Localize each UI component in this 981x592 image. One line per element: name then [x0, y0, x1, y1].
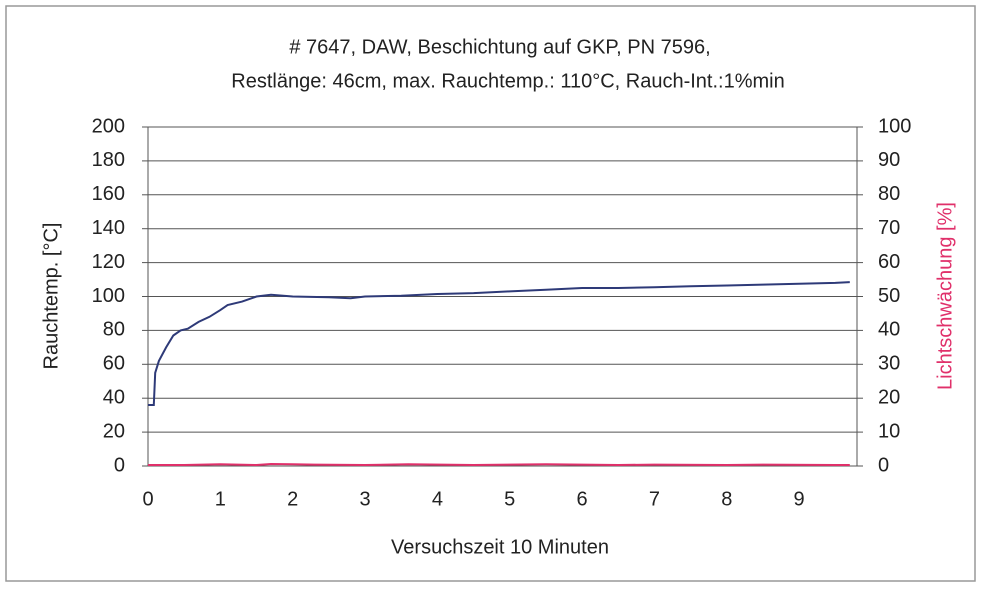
y2-axis-label: Lichtschwächung [%]	[934, 202, 956, 390]
x-axis-label: Versuchszeit 10 Minuten	[391, 536, 609, 558]
x-tick-label: 0	[142, 488, 153, 510]
y-tick-label: 180	[92, 149, 125, 171]
x-tick-label: 2	[287, 488, 298, 510]
y-tick-label: 80	[103, 319, 125, 341]
y-tick-label: 120	[92, 251, 125, 273]
y2-tick-label: 90	[878, 149, 900, 171]
y2-tick-label: 40	[878, 319, 900, 341]
chart-frame	[5, 5, 976, 582]
y-axis-label: Rauchtemp. [°C]	[40, 223, 62, 370]
x-tick-label: 5	[504, 488, 515, 510]
y-tick-label: 40	[103, 386, 125, 408]
y-tick-label: 0	[114, 454, 125, 476]
y2-tick-label: 80	[878, 183, 900, 205]
series-line	[148, 281, 850, 406]
y2-tick-label: 70	[878, 217, 900, 239]
y2-tick-label: 60	[878, 251, 900, 273]
y2-tick-label: 20	[878, 386, 900, 408]
y-tick-label: 200	[92, 115, 125, 137]
y2-tick-label: 10	[878, 420, 900, 442]
y2-tick-label: 0	[878, 454, 889, 476]
y2-tick-label: 50	[878, 285, 900, 307]
series-line	[148, 462, 850, 467]
chart-title: Restlänge: 46cm, max. Rauchtemp.: 110°C,…	[231, 70, 784, 92]
x-tick-label: 9	[794, 488, 805, 510]
x-tick-label: 7	[649, 488, 660, 510]
y2-tick-label: 100	[878, 115, 911, 137]
y2-tick-label: 30	[878, 353, 900, 375]
x-tick-label: 3	[359, 488, 370, 510]
x-tick-label: 8	[721, 488, 732, 510]
x-tick-label: 6	[577, 488, 588, 510]
chart-title: # 7647, DAW, Beschichtung auf GKP, PN 75…	[289, 36, 710, 58]
y-tick-label: 100	[92, 285, 125, 307]
y-tick-label: 60	[103, 353, 125, 375]
x-tick-label: 1	[215, 488, 226, 510]
y-tick-label: 140	[92, 217, 125, 239]
x-tick-label: 4	[432, 488, 443, 510]
y-tick-label: 20	[103, 420, 125, 442]
y-tick-label: 160	[92, 183, 125, 205]
